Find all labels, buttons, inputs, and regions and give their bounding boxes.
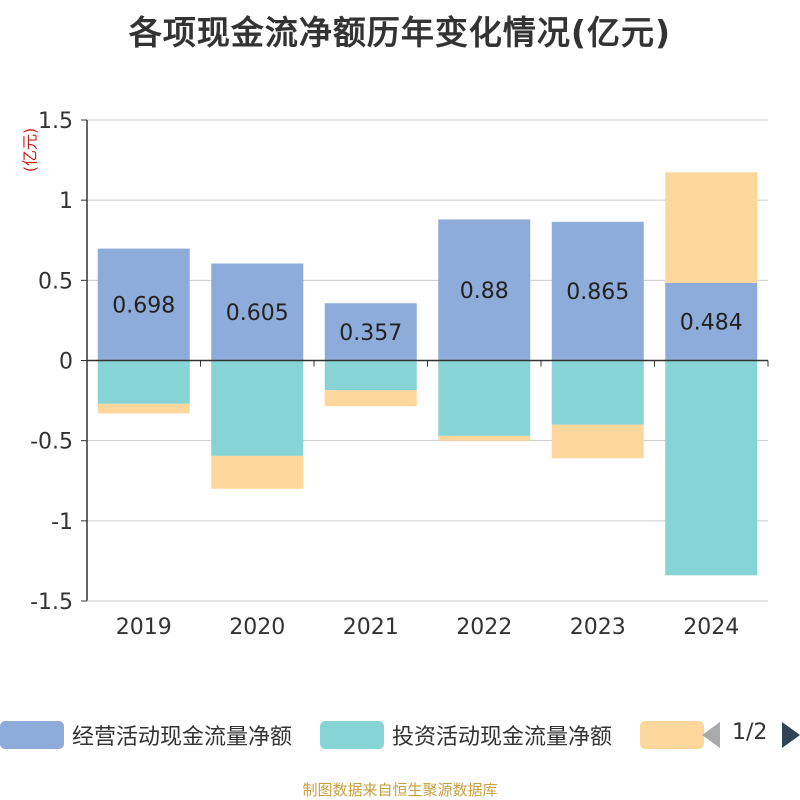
bar-0-2024 [665,282,758,361]
legend-label-operating: 经营活动现金流量净额 [72,725,293,750]
bar-0-2023 [551,221,644,361]
x-tick-label: 2021 [343,615,399,640]
legend-swatch-third [640,721,704,749]
bar-1-2019 [97,360,190,404]
bar-0-2019 [97,248,190,361]
legend-swatch-operating [0,721,64,749]
bar-2-2024 [665,172,758,283]
bar-1-2022 [438,360,531,436]
data-label: 0.698 [112,294,175,319]
bar-1-2024 [665,360,758,576]
x-tick-label: 2022 [456,615,512,640]
bar-2-2023 [551,424,644,459]
x-tick-label: 2024 [683,615,739,640]
prev-page-icon[interactable] [702,722,720,748]
y-tick-label: 1.5 [38,109,73,134]
bar-0-2020 [211,263,304,361]
x-tick-label: 2019 [116,615,172,640]
legend-page-indicator: 1/2 [732,720,768,745]
y-tick-label: -1.5 [30,590,73,615]
y-tick-label: -1 [51,510,73,535]
data-label: 0.605 [226,301,289,326]
legend-label-investing: 投资活动现金流量净额 [392,725,613,750]
bar-2-2021 [324,390,417,407]
x-tick-label: 2023 [570,615,626,640]
bar-2-2019 [97,403,190,414]
bar-1-2023 [551,360,644,425]
data-label: 0.865 [566,280,629,305]
y-tick-label: 0 [59,350,73,375]
bar-2-2022 [438,435,531,441]
data-label: 0.484 [680,311,743,336]
bar-2-2020 [211,455,304,489]
legend-pager: 1/2 [702,718,800,752]
next-page-icon[interactable] [782,722,800,748]
chart-title: 各项现金流净额历年变化情况(亿元) [128,13,672,52]
bar-1-2021 [324,360,417,391]
bar-chart: 1.5 1 0.5 0 -0.5 -1 -1.5 0.698 0.605 0.357 0.88 0.8… [30,109,769,640]
y-tick-label: -0.5 [30,430,73,455]
data-label: 0.357 [339,321,402,346]
x-tick-label: 2020 [229,615,285,640]
legend: 经营活动现金流量净额 投资活动现金流量净额 [0,714,800,754]
bar-0-2021 [324,303,417,361]
y-tick-label: 1 [59,189,73,214]
bar-1-2020 [211,360,304,456]
legend-swatch-investing [320,721,384,749]
y-tick-label: 0.5 [38,269,73,294]
bar-0-2022 [438,219,531,361]
data-source-note: 制图数据来自恒生聚源数据库 [302,781,498,799]
data-label: 0.88 [460,279,509,304]
